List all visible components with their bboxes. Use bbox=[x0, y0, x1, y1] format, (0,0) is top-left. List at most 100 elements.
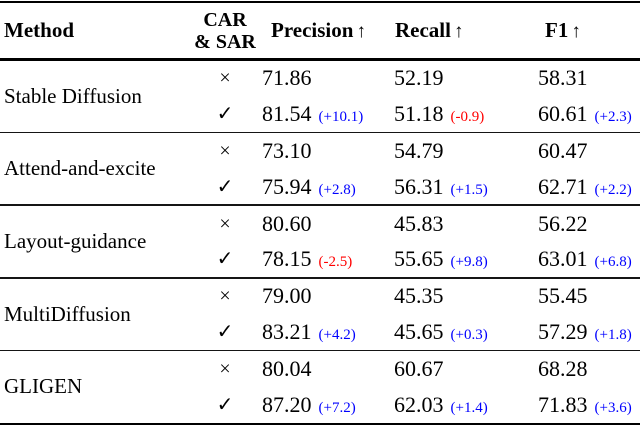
column-header-method: Method bbox=[4, 18, 74, 42]
recall-value: 45.83 bbox=[394, 210, 444, 236]
up-arrow-icon: ↑ bbox=[356, 21, 366, 42]
f1-value: 60.61 bbox=[538, 100, 588, 126]
recall-value: 55.65 bbox=[394, 246, 444, 272]
table-bottom-rule bbox=[0, 422, 640, 426]
section-divider-rule bbox=[0, 277, 640, 279]
car-sar-line1: CAR bbox=[203, 8, 247, 31]
up-arrow-icon: ↑ bbox=[571, 21, 581, 42]
precision-cell: 80.04 bbox=[258, 356, 390, 382]
check-mark: ✓ bbox=[216, 248, 234, 271]
precision-delta: (-2.5) bbox=[318, 254, 353, 271]
precision-value: 81.54 bbox=[262, 100, 312, 126]
precision-cell: 87.20 (+7.2) bbox=[258, 392, 390, 418]
cross-mark: × bbox=[219, 67, 231, 90]
f1-cell: 57.29 (+1.8) bbox=[530, 319, 640, 345]
recall-value: 60.67 bbox=[394, 356, 444, 382]
precision-delta: (+4.2) bbox=[318, 327, 356, 343]
car-sar-line2: & SAR bbox=[194, 30, 256, 53]
precision-value: 83.21 bbox=[262, 319, 312, 344]
recall-label: Recall bbox=[395, 18, 451, 42]
precision-value: 80.04 bbox=[262, 356, 312, 382]
precision-cell: 78.15 (-2.5) bbox=[258, 246, 390, 272]
recall-delta: (+1.4) bbox=[450, 399, 488, 416]
recall-cell: 52.19 bbox=[390, 65, 530, 91]
precision-value: 80.60 bbox=[262, 210, 312, 236]
f1-cell: 55.45 bbox=[530, 283, 640, 309]
f1-cell: 56.22 bbox=[530, 211, 640, 237]
precision-cell: 81.54 (+10.1) bbox=[258, 101, 390, 127]
section-divider-rule bbox=[0, 204, 640, 206]
recall-value: 54.79 bbox=[394, 138, 444, 163]
precision-cell: 75.94 (+2.8) bbox=[258, 174, 390, 200]
f1-cell: 62.71 (+2.2) bbox=[530, 174, 640, 200]
recall-value: 62.03 bbox=[394, 391, 444, 417]
recall-cell: 56.31 (+1.5) bbox=[390, 174, 530, 200]
recall-value: 45.65 bbox=[394, 319, 444, 344]
f1-value: 56.22 bbox=[538, 210, 588, 236]
f1-value: 63.01 bbox=[538, 246, 588, 272]
section-divider-rule bbox=[0, 349, 640, 352]
cross-mark: × bbox=[219, 212, 231, 235]
header-bottom-rule bbox=[0, 58, 640, 61]
table-section-layout-guidance: Layout-guidance × 80.60 45.83 56.22 ✓ 78… bbox=[0, 206, 640, 277]
precision-delta: (+7.2) bbox=[318, 399, 356, 416]
f1-value: 60.47 bbox=[538, 138, 588, 163]
precision-cell: 80.60 bbox=[258, 211, 390, 237]
f1-cell: 60.47 bbox=[530, 138, 640, 164]
check-mark: ✓ bbox=[216, 102, 234, 125]
up-arrow-icon: ↑ bbox=[453, 21, 464, 42]
precision-label: Precision bbox=[271, 18, 354, 42]
f1-delta: (+6.8) bbox=[594, 254, 632, 271]
f1-value: 55.45 bbox=[538, 283, 588, 309]
f1-cell: 58.31 bbox=[530, 65, 640, 91]
f1-delta: (+2.3) bbox=[594, 108, 632, 125]
recall-value: 56.31 bbox=[394, 173, 444, 199]
f1-value: 62.71 bbox=[538, 173, 588, 199]
recall-value: 45.35 bbox=[394, 283, 444, 309]
table-top-rule bbox=[0, 1, 640, 3]
recall-delta: (-0.9) bbox=[450, 108, 485, 125]
precision-cell: 83.21 (+4.2) bbox=[258, 319, 390, 345]
precision-value: 75.94 bbox=[262, 173, 312, 199]
f1-value: 68.28 bbox=[538, 356, 588, 382]
f1-value: 58.31 bbox=[538, 65, 588, 91]
recall-cell: 54.79 bbox=[390, 138, 530, 164]
section-divider-rule bbox=[0, 131, 640, 134]
cross-mark: × bbox=[219, 140, 231, 162]
f1-delta: (+3.6) bbox=[594, 399, 632, 416]
f1-cell: 68.28 bbox=[530, 356, 640, 382]
method-name: MultiDiffusion bbox=[4, 301, 131, 326]
recall-delta: (+1.5) bbox=[450, 181, 488, 198]
recall-value: 51.18 bbox=[394, 100, 444, 126]
precision-value: 73.10 bbox=[262, 138, 312, 163]
table-section-stable-diffusion: Stable Diffusion × 71.86 52.19 58.31 ✓ 8… bbox=[0, 61, 640, 132]
f1-value: 71.83 bbox=[538, 391, 588, 417]
cross-mark: × bbox=[219, 285, 231, 308]
method-name: GLIGEN bbox=[4, 374, 83, 399]
column-header-f1: F1 ↑ bbox=[530, 18, 640, 43]
f1-label: F1 bbox=[545, 18, 569, 42]
f1-value: 57.29 bbox=[538, 319, 588, 344]
method-name: Stable Diffusion bbox=[4, 83, 142, 108]
f1-delta: (+2.2) bbox=[594, 181, 632, 198]
table-section-gligen: GLIGEN × 80.04 60.67 68.28 ✓ 87.20 (+7.2)… bbox=[0, 351, 640, 422]
recall-cell: 45.65 (+0.3) bbox=[390, 319, 530, 345]
cross-mark: × bbox=[219, 358, 231, 381]
precision-cell: 79.00 bbox=[258, 283, 390, 309]
precision-delta: (+2.8) bbox=[318, 181, 356, 198]
recall-value: 52.19 bbox=[394, 65, 444, 91]
table-section-attend-and-excite: Attend-and-excite × 73.10 54.79 60.47 ✓ … bbox=[0, 133, 640, 204]
precision-cell: 73.10 bbox=[258, 138, 390, 164]
recall-cell: 60.67 bbox=[390, 356, 530, 382]
bottom-margin bbox=[0, 425, 640, 429]
f1-cell: 63.01 (+6.8) bbox=[530, 246, 640, 272]
check-mark: ✓ bbox=[216, 393, 234, 416]
method-name: Layout-guidance bbox=[4, 229, 147, 253]
recall-delta: (+0.3) bbox=[450, 327, 488, 343]
f1-cell: 60.61 (+2.3) bbox=[530, 101, 640, 127]
table-section-multidiffusion: MultiDiffusion × 79.00 45.35 55.45 ✓ 83.… bbox=[0, 279, 640, 350]
recall-cell: 45.35 bbox=[390, 283, 530, 309]
f1-cell: 71.83 (+3.6) bbox=[530, 392, 640, 418]
table-header-row: Method CAR & SAR Precision ↑ Recall ↑ F1 ↑ bbox=[0, 3, 640, 58]
